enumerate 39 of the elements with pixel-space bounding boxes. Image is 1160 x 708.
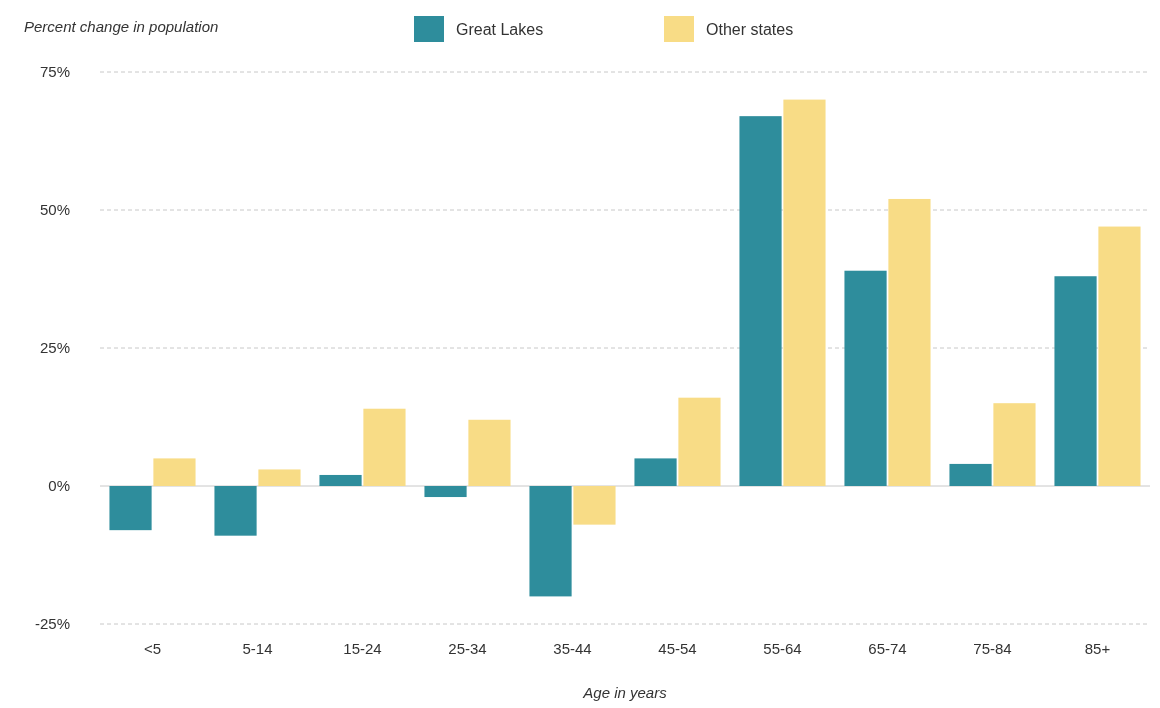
y-tick-label: -25% bbox=[34, 615, 70, 633]
bar bbox=[319, 474, 362, 486]
bar bbox=[424, 486, 467, 498]
bar bbox=[993, 403, 1036, 486]
y-axis-title: Percent change in population bbox=[24, 18, 219, 35]
x-tick-label: 5-14 bbox=[242, 640, 273, 657]
x-tick-label: 35-44 bbox=[553, 640, 592, 657]
bar bbox=[573, 486, 616, 525]
x-tick-label: 65-74 bbox=[868, 640, 907, 657]
bar bbox=[258, 469, 301, 486]
bar bbox=[739, 116, 782, 486]
bar bbox=[888, 198, 931, 486]
y-tick-label: 0% bbox=[48, 477, 70, 495]
bar bbox=[363, 408, 406, 486]
x-tick-label: 15-24 bbox=[343, 640, 382, 657]
bar bbox=[1054, 276, 1097, 486]
legend-label: Other states bbox=[706, 20, 794, 38]
x-tick-label: 45-54 bbox=[658, 640, 697, 657]
bar bbox=[783, 99, 826, 486]
bar bbox=[153, 458, 196, 486]
x-tick-label: 85+ bbox=[1084, 640, 1111, 657]
x-axis-title: Age in years bbox=[582, 684, 668, 701]
y-tick-label: 50% bbox=[39, 201, 70, 219]
bar bbox=[214, 486, 257, 536]
x-tick-label: 25-34 bbox=[448, 640, 487, 657]
legend-label: Great Lakes bbox=[456, 20, 544, 38]
y-tick-label: 75% bbox=[39, 63, 70, 81]
bar bbox=[949, 463, 992, 486]
x-tick-label: 75-84 bbox=[973, 640, 1012, 657]
x-tick-label: <5 bbox=[143, 640, 162, 657]
bar bbox=[634, 458, 677, 486]
y-tick-label: 25% bbox=[39, 339, 70, 357]
x-tick-label: 55-64 bbox=[763, 640, 802, 657]
bar bbox=[1098, 226, 1141, 486]
bar bbox=[529, 486, 572, 597]
bar bbox=[678, 397, 721, 486]
bar bbox=[844, 270, 887, 486]
bar bbox=[109, 486, 152, 531]
bar bbox=[468, 419, 511, 486]
